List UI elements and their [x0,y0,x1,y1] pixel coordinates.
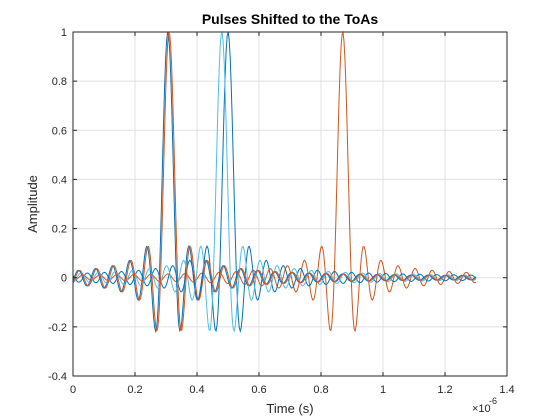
pulse-series-line [72,32,477,333]
x-tick-label: 0.8 [313,384,328,396]
pulse-series-line [72,31,477,333]
pulse-series-line [72,30,477,333]
x-tick-label: 1.4 [499,384,514,396]
x-tick-label: 0.2 [127,384,142,396]
y-tick-label: 0.6 [52,125,67,137]
plot-area [73,32,507,376]
x-tick-label: 0 [70,384,76,396]
x-tick-label: 1 [380,384,386,396]
y-tick-label: 0 [61,273,67,285]
y-tick-label: -0.2 [48,322,67,334]
y-axis-label: Amplitude [25,175,40,233]
y-tick-label: 0.8 [52,76,67,88]
x-tick-label: 1.2 [437,384,452,396]
x-tick-label: 0.4 [189,384,204,396]
pulse-series-line [72,30,477,333]
x-tick-label: 0.6 [251,384,266,396]
series-group [72,30,477,333]
y-tick-label: 0.4 [52,174,67,186]
chart-title: Pulses Shifted to the ToAs [202,11,379,27]
y-tick-label: 0.2 [52,224,67,236]
tick-group: 0 0.2 0.4 0.6 0.8 1 1.2 1.4 -0.4 -0.2 0 0.2 0.4 0.6 0.… [48,27,515,396]
x-exponent-power: -6 [489,396,497,406]
x-axis-label: Time (s) [266,401,313,416]
y-tick-label: -0.4 [48,371,67,383]
y-tick-label: 1 [61,27,67,39]
x-exponent-base: ×10 [472,403,491,415]
axes-box [72,31,508,377]
